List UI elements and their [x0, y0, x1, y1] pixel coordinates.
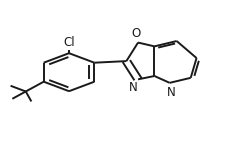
Text: N: N [166, 86, 175, 99]
Text: Cl: Cl [64, 36, 75, 49]
Text: N: N [128, 81, 137, 94]
Text: O: O [132, 27, 141, 40]
